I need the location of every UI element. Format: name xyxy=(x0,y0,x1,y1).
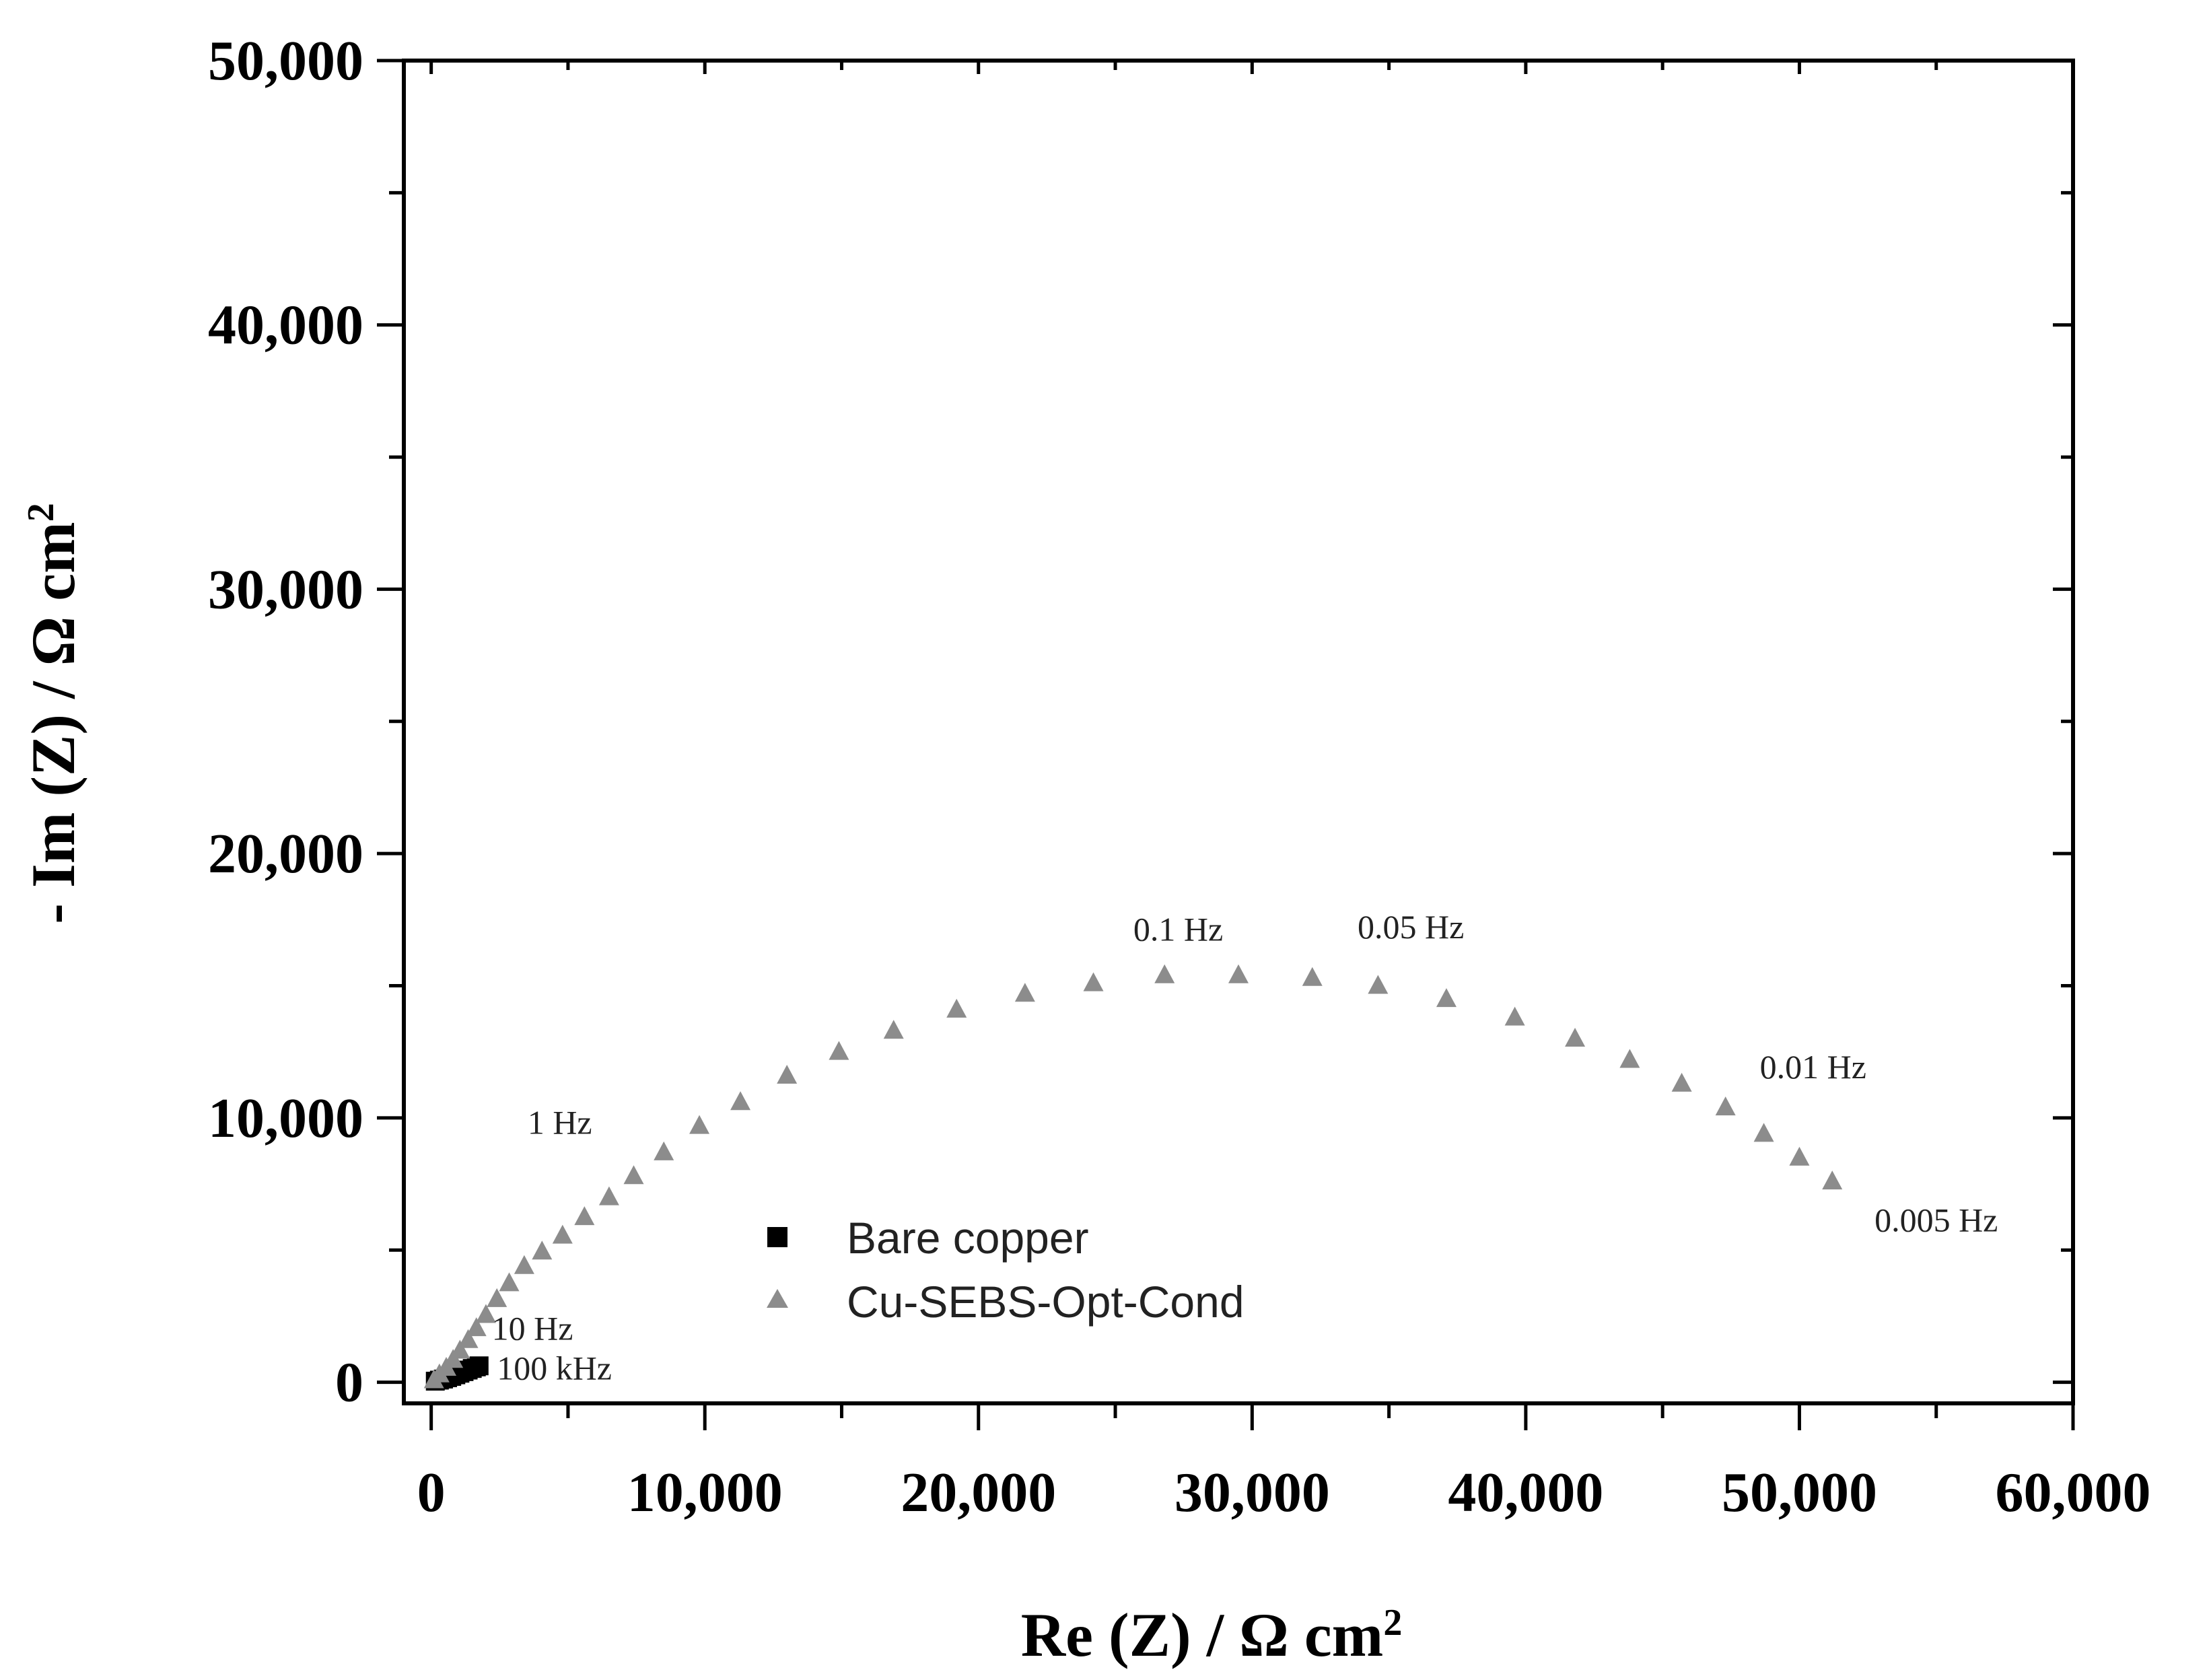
data-point-cu-sebs-opt-cond xyxy=(487,1288,507,1307)
frequency-label: 0.005 Hz xyxy=(1874,1201,1998,1239)
frequency-label: 100 kHz xyxy=(497,1350,612,1387)
y-tick-label: 0 xyxy=(335,1352,363,1414)
data-point-cu-sebs-opt-cond xyxy=(623,1165,644,1185)
data-point-cu-sebs-opt-cond xyxy=(514,1255,534,1274)
frequency-label: 0.01 Hz xyxy=(1760,1048,1866,1086)
y-axis-title: - Im (Z) / Ω cm2 xyxy=(19,503,87,923)
data-point-cu-sebs-opt-cond xyxy=(1302,967,1323,986)
frequency-label: 10 Hz xyxy=(492,1310,573,1348)
x-tick-label: 30,000 xyxy=(1174,1461,1330,1524)
x-tick-label: 50,000 xyxy=(1722,1461,1877,1524)
data-point-cu-sebs-opt-cond xyxy=(532,1240,553,1260)
data-point-cu-sebs-opt-cond xyxy=(654,1141,674,1160)
axis-ticks xyxy=(377,59,2075,1430)
data-point-cu-sebs-opt-cond xyxy=(1565,1028,1586,1047)
legend-label-cu-sebs-opt-cond: Cu-SEBS-Opt-Cond xyxy=(847,1277,1244,1327)
data-point-cu-sebs-opt-cond xyxy=(730,1091,751,1111)
legend-marker-cu-sebs-opt-cond xyxy=(767,1289,788,1308)
data-point-cu-sebs-opt-cond xyxy=(1014,983,1035,1002)
x-tick-label: 40,000 xyxy=(1448,1461,1603,1524)
y-axis-title-text: - Im (Z) / Ω cm xyxy=(19,522,87,923)
data-point-cu-sebs-opt-cond xyxy=(475,1304,496,1323)
y-tick-label: 20,000 xyxy=(208,823,363,885)
data-point-cu-sebs-opt-cond xyxy=(552,1224,573,1244)
x-tick-label: 20,000 xyxy=(901,1461,1056,1524)
data-point-cu-sebs-opt-cond xyxy=(598,1186,619,1205)
y-tick-labels: 0 10,000 20,000 30,000 40,000 50,000 xyxy=(208,30,363,1414)
data-point-cu-sebs-opt-cond xyxy=(1753,1123,1774,1142)
x-tick-labels: 0 10,000 20,000 30,000 40,000 50,000 60,000 xyxy=(417,1461,2151,1524)
data-point-cu-sebs-opt-cond xyxy=(1436,988,1457,1008)
data-point-cu-sebs-opt-cond xyxy=(1504,1006,1525,1026)
x-axis-title-superscript: 2 xyxy=(1383,1602,1402,1644)
x-axis-title: Re (Z) / Ω cm2 xyxy=(1021,1601,1403,1669)
x-tick-label: 60,000 xyxy=(1996,1461,2151,1524)
frequency-label: 0.1 Hz xyxy=(1133,911,1223,948)
data-point-cu-sebs-opt-cond xyxy=(883,1020,904,1039)
data-point-cu-sebs-opt-cond xyxy=(777,1065,798,1084)
data-point-cu-sebs-opt-cond xyxy=(1715,1096,1736,1116)
data-point-cu-sebs-opt-cond xyxy=(1083,972,1104,991)
data-point-cu-sebs-opt-cond xyxy=(1368,975,1389,994)
data-point-cu-sebs-opt-cond xyxy=(1822,1170,1843,1190)
x-axis-title-text: Re (Z) / Ω cm xyxy=(1021,1601,1384,1669)
series-cu-sebs-opt-cond xyxy=(423,964,1843,1389)
y-tick-label: 10,000 xyxy=(208,1087,363,1150)
frequency-label: 0.05 Hz xyxy=(1358,908,1464,946)
data-point-cu-sebs-opt-cond xyxy=(450,1339,470,1359)
legend: Bare copper Cu-SEBS-Opt-Cond xyxy=(767,1213,1244,1327)
legend-label-bare-copper: Bare copper xyxy=(847,1213,1089,1263)
data-point-cu-sebs-opt-cond xyxy=(1619,1049,1640,1068)
frequency-annotations: 0.1 Hz 0.05 Hz 0.01 Hz 0.005 Hz 1 Hz 10 Hz100… xyxy=(492,908,1998,1387)
data-point-cu-sebs-opt-cond xyxy=(1671,1072,1692,1092)
y-tick-label: 40,000 xyxy=(208,294,363,357)
legend-marker-bare-copper xyxy=(767,1227,787,1247)
y-tick-label: 50,000 xyxy=(208,30,363,92)
data-point-cu-sebs-opt-cond xyxy=(574,1206,595,1226)
data-point-cu-sebs-opt-cond xyxy=(829,1041,849,1060)
data-point-cu-sebs-opt-cond xyxy=(1228,964,1249,983)
x-tick-label: 0 xyxy=(417,1461,446,1524)
y-axis-title-superscript: 2 xyxy=(20,503,62,522)
data-point-cu-sebs-opt-cond xyxy=(499,1272,520,1292)
data-point-bare-copper xyxy=(469,1356,489,1376)
y-tick-label: 30,000 xyxy=(208,558,363,621)
x-tick-label: 10,000 xyxy=(627,1461,783,1524)
frequency-label: 1 Hz xyxy=(528,1103,592,1141)
data-point-cu-sebs-opt-cond xyxy=(1154,964,1175,983)
data-point-cu-sebs-opt-cond xyxy=(689,1115,710,1134)
data-point-cu-sebs-opt-cond xyxy=(466,1317,487,1337)
data-point-cu-sebs-opt-cond xyxy=(946,998,967,1018)
plot-area-frame xyxy=(402,59,2075,1405)
data-point-cu-sebs-opt-cond xyxy=(458,1329,479,1348)
data-point-cu-sebs-opt-cond xyxy=(1789,1146,1810,1166)
